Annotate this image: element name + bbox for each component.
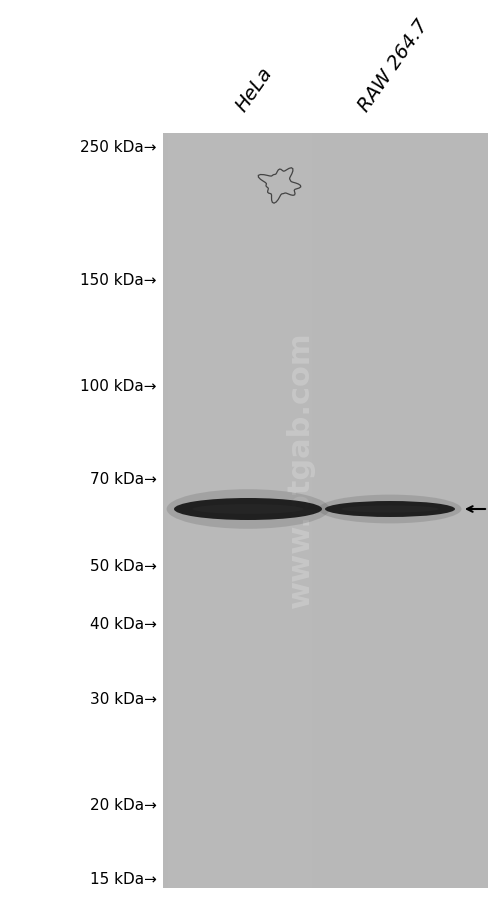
Text: 15 kDa→: 15 kDa→: [90, 871, 157, 887]
Ellipse shape: [192, 504, 304, 514]
Text: 30 kDa→: 30 kDa→: [90, 692, 157, 706]
Text: 50 kDa→: 50 kDa→: [90, 558, 157, 574]
Text: 250 kDa→: 250 kDa→: [80, 141, 157, 155]
Bar: [162, 133, 487, 888]
Ellipse shape: [341, 506, 439, 513]
Text: 100 kDa→: 100 kDa→: [80, 379, 157, 393]
Text: 70 kDa→: 70 kDa→: [90, 471, 157, 486]
Ellipse shape: [318, 495, 462, 524]
Text: 20 kDa→: 20 kDa→: [90, 796, 157, 812]
Text: www.ptgab.com: www.ptgab.com: [286, 331, 314, 607]
Text: HeLa: HeLa: [232, 63, 276, 115]
Text: 150 kDa→: 150 kDa→: [80, 273, 157, 288]
Text: RAW 264.7: RAW 264.7: [354, 16, 432, 115]
Ellipse shape: [166, 490, 330, 529]
Text: 40 kDa→: 40 kDa→: [90, 617, 157, 631]
Bar: [168, 133, 312, 888]
Polygon shape: [258, 169, 300, 204]
Ellipse shape: [174, 499, 322, 520]
Ellipse shape: [325, 502, 455, 518]
